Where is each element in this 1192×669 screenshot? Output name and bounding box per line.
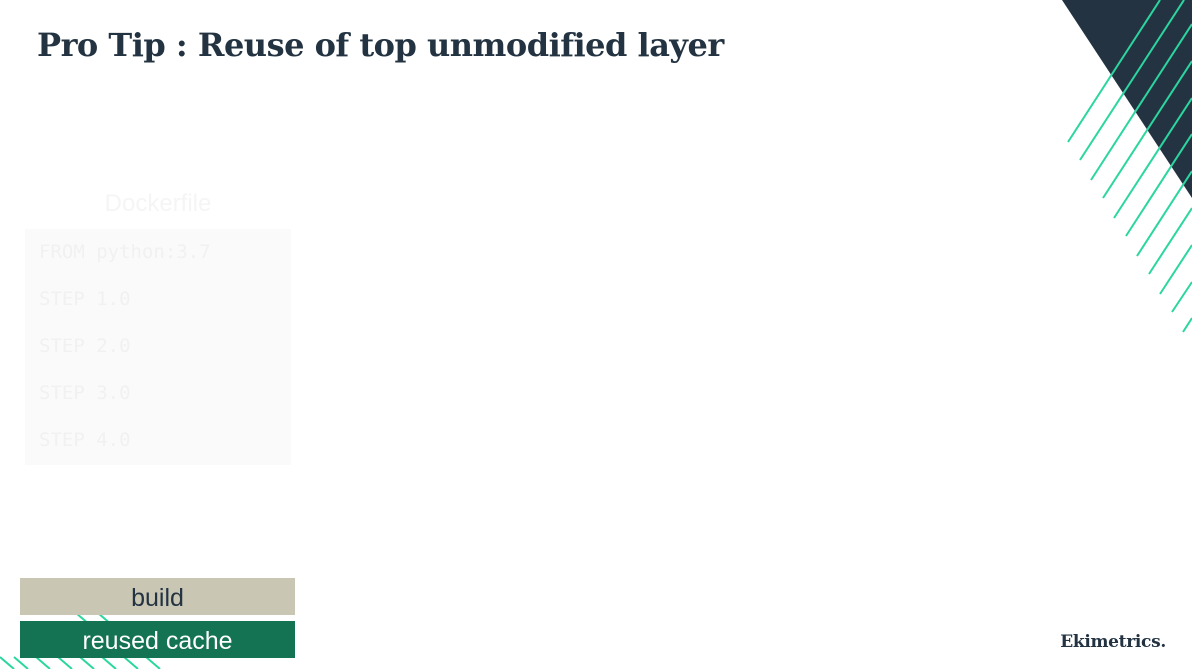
bottom-stripes-decoration (0, 613, 161, 669)
dockerfile-caption: Dockerfile (104, 190, 212, 217)
dockerfile-line-from: FROM python:3.7 (39, 241, 211, 263)
dockerfile-line-step-2: STEP 2.0 (39, 335, 131, 357)
dockerfile-line-step-4: STEP 4.0 (39, 429, 131, 451)
legend-reused-cache: reused cache (20, 621, 295, 658)
legend-build: build (20, 578, 295, 615)
dockerfile-line-step-1: STEP 1.0 (39, 288, 131, 310)
ekimetrics-logo: Ekimetrics. (1060, 632, 1166, 652)
navy-triangle (1062, 0, 1192, 198)
slide-title: Pro Tip : Reuse of top unmodified layer (37, 26, 724, 64)
dockerfile-line-step-3: STEP 3.0 (39, 382, 131, 404)
corner-decoration (1062, 0, 1192, 333)
diagonal-stripes (1067, 0, 1192, 333)
dockerfile-code-block: FROM python:3.7 STEP 1.0 STEP 2.0 STEP 3… (25, 229, 291, 465)
